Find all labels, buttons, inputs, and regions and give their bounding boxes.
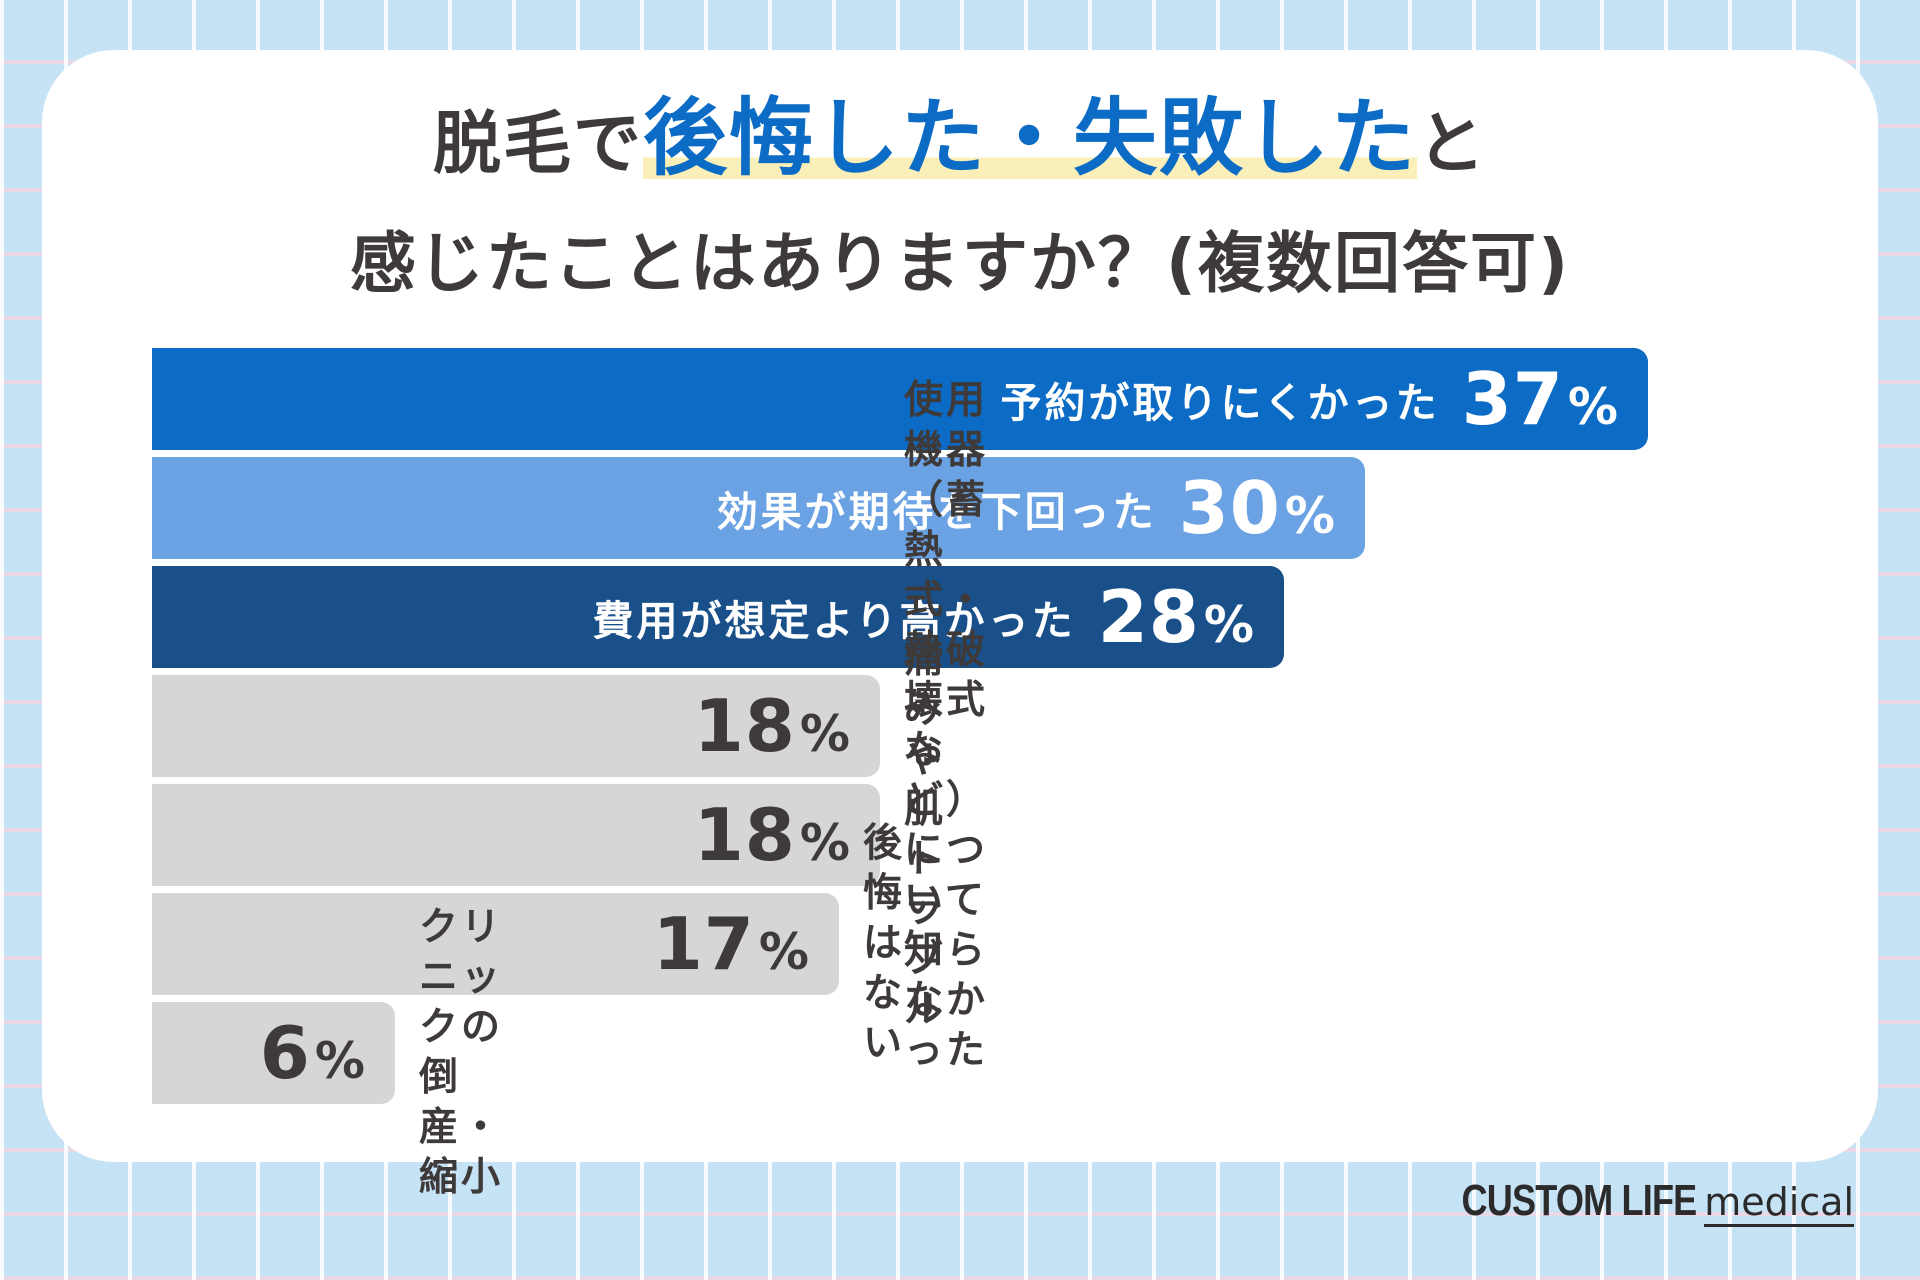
value-label: 18%: [694, 799, 850, 871]
title-line-2: 感じたことはありますか？(複数回答可): [349, 225, 1571, 302]
category-label-outside: 痛みや肌トラブル: [904, 637, 946, 1032]
value-label: 28%: [1098, 581, 1254, 653]
logo-sub: medical: [1704, 1180, 1854, 1227]
percent-sign: %: [758, 923, 809, 981]
value-number: 18: [693, 684, 796, 768]
value-number: 18: [693, 793, 796, 877]
brand-logo: CUSTOM LIFE medical: [1410, 1176, 1854, 1227]
bar-4: 18%: [152, 675, 880, 777]
category-label-line: 後悔はない: [863, 821, 906, 1066]
value-number: 30: [1178, 466, 1281, 550]
value-label: 18%: [694, 690, 850, 762]
category-label: 予約が取りにくかった: [1000, 379, 1440, 427]
category-label-line: 使用機器（蓄熱式・熱破壊式など）: [904, 378, 989, 823]
category-label-outside: 使用機器（蓄熱式・熱破壊式など） について知らなかった: [904, 378, 988, 1073]
title-highlight: 後悔した・失敗した: [642, 89, 1417, 187]
percent-sign: %: [1284, 487, 1335, 545]
bar-inner-labels: 18%: [694, 675, 850, 777]
bar-6: 17%: [152, 893, 839, 995]
category-label-lines: 痛みや肌トラブル: [904, 635, 946, 1035]
percent-sign: %: [799, 705, 850, 763]
bar-2: 効果が期待を下回った 30%: [152, 457, 1365, 559]
category-label-lines: クリニックの倒産・縮小: [419, 903, 503, 1203]
value-label: 30%: [1179, 472, 1335, 544]
category-label-outside: 後悔はない: [863, 821, 905, 1066]
title-suffix: と: [1417, 105, 1488, 184]
bar-inner-labels: 費用が想定より高かった 28%: [593, 566, 1255, 668]
bar-7: 6%: [152, 1002, 395, 1104]
value-number: 6: [259, 1011, 311, 1095]
category-label-line: 痛みや肌トラブル: [904, 637, 947, 1032]
category-label: 効果が期待を下回った: [716, 488, 1157, 536]
logo-brand: CUSTOM LIFE: [1461, 1176, 1697, 1225]
value-label: 6%: [260, 1017, 365, 1089]
category-label-line: クリニックの倒産・縮小: [419, 905, 504, 1200]
bar-inner-labels: 効果が期待を下回った 30%: [717, 457, 1335, 559]
percent-sign: %: [1203, 596, 1254, 654]
bar-5: 18%: [152, 784, 880, 886]
category-label-lines: 使用機器（蓄熱式・熱破壊式など） について知らなかった: [904, 376, 988, 1076]
percent-sign: %: [314, 1032, 365, 1090]
percent-sign: %: [1567, 378, 1618, 436]
value-number: 37: [1461, 357, 1564, 441]
category-label-outside: クリニックの倒産・縮小: [419, 905, 503, 1200]
bar-inner-labels: 18%: [694, 784, 850, 886]
bar-1: 予約が取りにくかった 37%: [152, 348, 1648, 450]
bar-inner-labels: 17%: [653, 893, 809, 995]
value-label: 37%: [1462, 363, 1618, 435]
value-number: 17: [652, 902, 755, 986]
category-label: 費用が想定より高かった: [592, 597, 1076, 645]
value-number: 28: [1097, 575, 1200, 659]
category-label-line: について知らなかった: [904, 828, 989, 1073]
value-label: 17%: [653, 908, 809, 980]
bar-3: 費用が想定より高かった 28%: [152, 566, 1284, 668]
title-line-1: 脱毛で後悔した・失敗したと: [0, 88, 1920, 195]
bar-inner-labels: 6%: [260, 1002, 365, 1104]
percent-sign: %: [799, 814, 850, 872]
category-label-lines: 後悔はない: [863, 819, 905, 1069]
bar-inner-labels: 予約が取りにくかった 37%: [1001, 348, 1619, 450]
title-prefix: 脱毛で: [432, 105, 643, 184]
